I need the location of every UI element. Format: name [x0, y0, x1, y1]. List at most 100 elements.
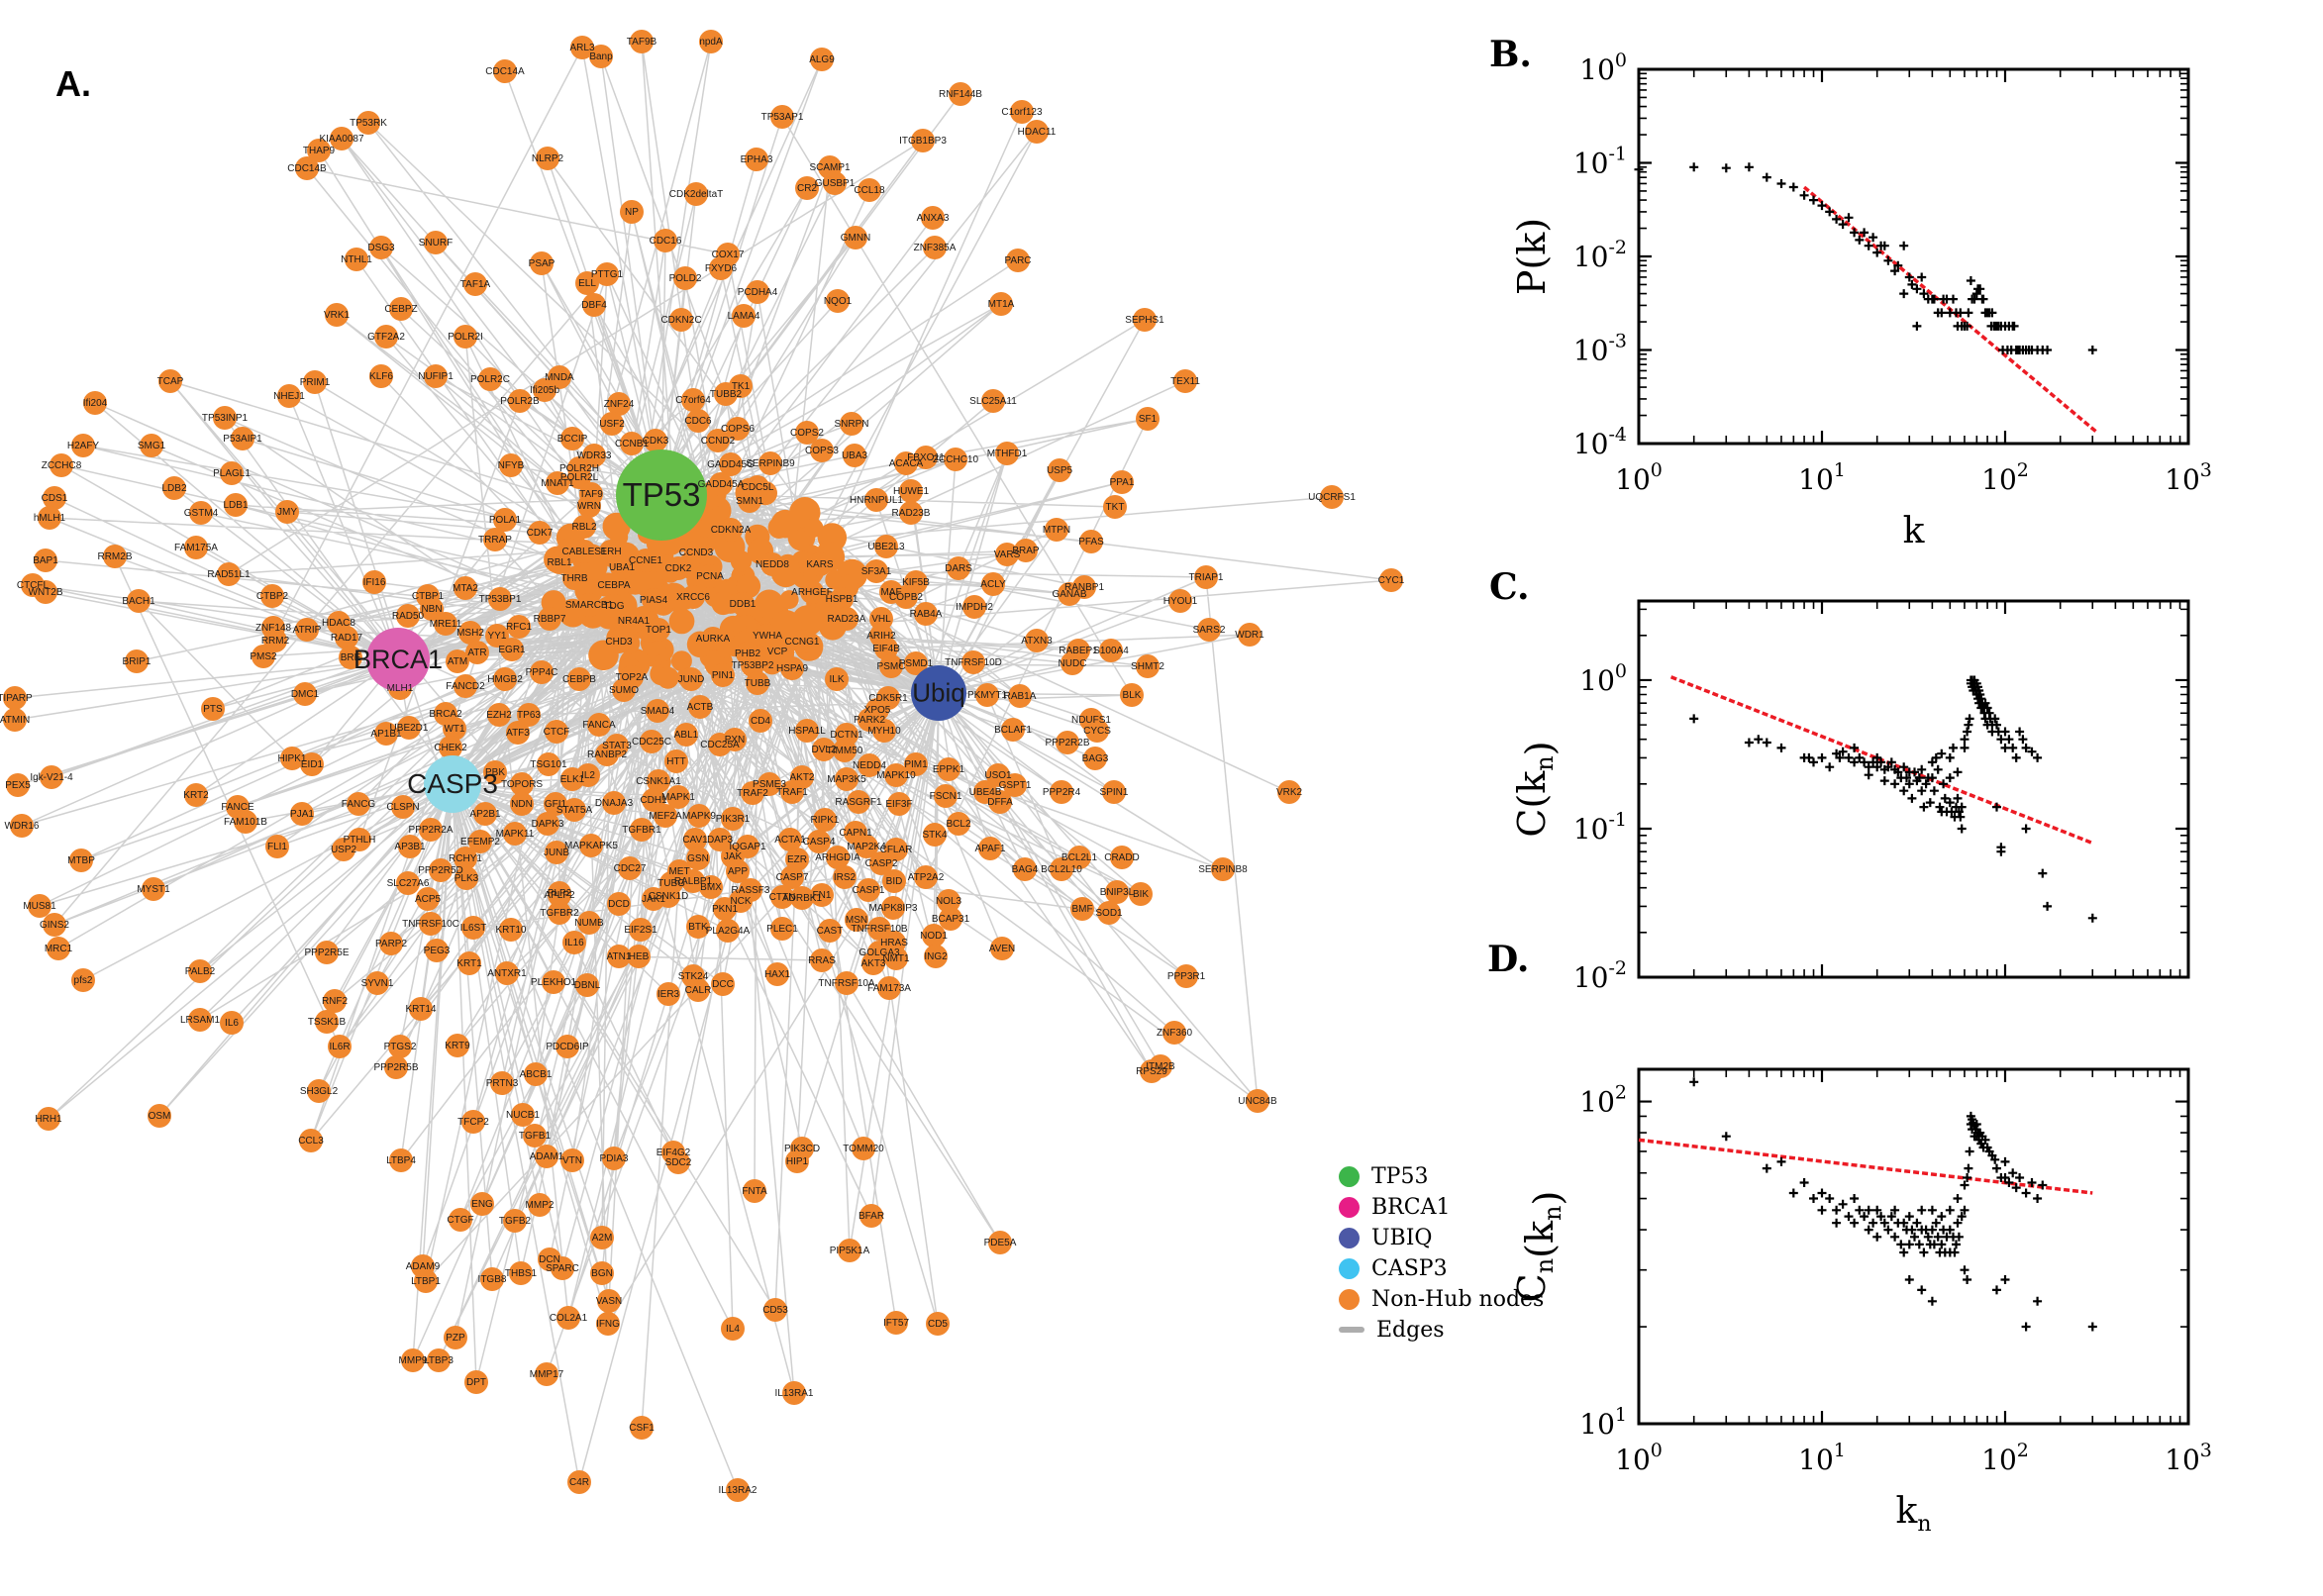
hub-node-casp3	[424, 755, 481, 813]
network-node	[990, 937, 1014, 960]
node-label: RBBP7	[534, 614, 566, 625]
network-node	[852, 1137, 875, 1160]
network-node	[493, 508, 517, 532]
network-node	[782, 1381, 806, 1405]
network-node	[1238, 623, 1262, 647]
node-label: EID1	[301, 759, 324, 770]
network-node	[536, 147, 559, 170]
network-node	[749, 709, 772, 733]
node-label: RPS29	[1136, 1066, 1167, 1077]
network-node	[654, 229, 677, 252]
node-label: CABLES1	[561, 547, 606, 557]
legend-item-brca1: BRCA1	[1339, 1195, 1544, 1220]
network-node	[369, 236, 393, 259]
node-label: SOD1	[1095, 908, 1123, 919]
node-label: DCTN1	[830, 730, 863, 741]
scatter-points-b	[1634, 162, 2097, 354]
network-node	[807, 830, 831, 853]
network-node	[3, 708, 27, 732]
network-node	[325, 303, 349, 327]
network-node	[716, 919, 740, 943]
node-label: CD53	[762, 1305, 788, 1316]
node-label: RCHY1	[449, 853, 482, 864]
node-label: RRM2	[261, 636, 290, 647]
network-node	[780, 656, 804, 680]
node-label: ARIH2	[866, 631, 896, 642]
network-node	[507, 615, 531, 639]
node-label: SEPHS1	[1125, 315, 1164, 326]
node-label: TP53BP1	[479, 594, 522, 605]
node-label: USP5	[1047, 465, 1073, 476]
network-node	[485, 624, 509, 648]
network-node	[708, 828, 732, 851]
network-node	[726, 859, 750, 883]
network-node	[612, 678, 636, 702]
network-node	[265, 835, 289, 858]
network-node	[874, 637, 898, 660]
node-label: UBE4B	[969, 787, 1002, 798]
node-label: BID	[886, 876, 903, 887]
network-node	[921, 206, 945, 230]
network-node	[330, 127, 354, 150]
node-label: TRIAP1	[1188, 572, 1223, 583]
network-node	[374, 325, 398, 349]
node-label: BCCIP	[557, 434, 588, 445]
node-label: AKT2	[789, 772, 814, 783]
network-node	[443, 717, 466, 741]
node-label: AP3B1	[394, 842, 426, 852]
node-label: PXN	[725, 735, 746, 746]
network-node	[981, 389, 1005, 413]
network-node	[345, 248, 368, 271]
node-label: DBF4	[581, 300, 607, 311]
network-node	[686, 915, 710, 939]
network-node	[34, 580, 57, 604]
y-tick-label-b: 100	[1579, 50, 1627, 86]
node-label: RAD17	[331, 633, 363, 644]
network-node	[944, 448, 967, 471]
network-node	[674, 723, 698, 747]
node-label: SLC25A11	[969, 396, 1017, 407]
node-label: ZCCHC8	[42, 460, 82, 471]
node-label: DPT	[466, 1377, 486, 1388]
network-edge	[14, 41, 1392, 1491]
network-node	[537, 752, 560, 776]
node-label: OSM	[149, 1111, 171, 1122]
node-label: PLEKHO1	[531, 977, 577, 988]
node-label: ARHGDIA	[815, 852, 860, 863]
node-label: CDC25C	[632, 737, 671, 748]
network-node	[947, 556, 970, 580]
node-label: AKT3	[860, 958, 885, 969]
node-label: HTT	[666, 756, 685, 767]
node-label: WDR33	[576, 450, 611, 461]
network-node	[726, 417, 750, 441]
node-label: pfs2	[74, 975, 93, 986]
node-label: GSPT1	[999, 780, 1032, 791]
network-node	[1097, 901, 1121, 925]
node-label: RANBP2	[587, 749, 627, 760]
network-node	[464, 1370, 488, 1394]
network-node	[1070, 897, 1094, 921]
node-label: GADD45G	[707, 459, 755, 470]
network-node	[634, 549, 657, 572]
network-node	[923, 236, 947, 259]
node-label: ELK1	[560, 774, 585, 785]
node-label: HNRNPUL1	[850, 495, 903, 506]
node-label: VASN	[596, 1296, 623, 1307]
node-label: FANCG	[342, 799, 376, 810]
network-node	[679, 667, 703, 691]
node-label: APP	[728, 866, 748, 877]
network-node	[937, 889, 960, 913]
network-node	[711, 972, 735, 996]
network-node	[810, 48, 834, 71]
network-node	[530, 660, 554, 684]
node-label: EIF4B	[872, 644, 900, 654]
network-node	[869, 607, 893, 631]
network-node	[810, 439, 834, 462]
network-node	[790, 886, 814, 910]
network-node	[926, 1312, 950, 1336]
x-axis-label-d: kn	[1896, 1491, 1932, 1537]
network-node	[686, 978, 710, 1002]
node-label: MSH2	[456, 628, 484, 639]
node-label: UQCRFS1	[1308, 492, 1356, 503]
